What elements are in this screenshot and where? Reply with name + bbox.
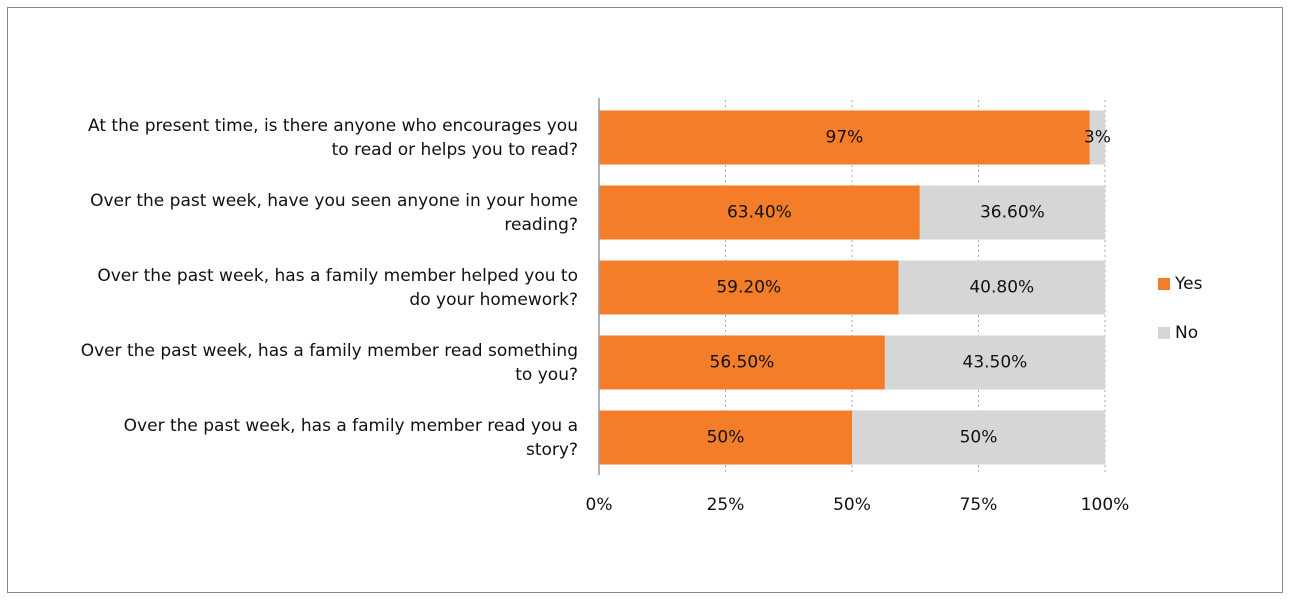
category-label: Over the past week, has a family member …: [123, 415, 578, 460]
x-tick-label: 50%: [833, 495, 871, 515]
value-label: 40.80%: [969, 278, 1034, 298]
value-label: 97%: [826, 128, 864, 148]
bar-segment: [599, 335, 885, 390]
x-tick-label: 25%: [707, 495, 745, 515]
bar-segment: [599, 185, 920, 240]
category-label: At the present time, is there anyone who…: [88, 115, 578, 160]
legend-swatch: [1158, 327, 1170, 339]
value-label: 56.50%: [710, 353, 775, 373]
value-label: 36.60%: [980, 203, 1045, 223]
value-label: 43.50%: [963, 353, 1028, 373]
bar-segment: [884, 335, 1105, 390]
category-label: Over the past week, have you seen anyone…: [90, 190, 578, 235]
legend-label: No: [1175, 323, 1198, 343]
value-label: 59.20%: [716, 278, 781, 298]
x-tick-label: 0%: [586, 495, 613, 515]
chart-border: [7, 7, 1283, 593]
bar-segment: [599, 260, 899, 315]
value-label: 3%: [1084, 128, 1111, 148]
legend-label: Yes: [1174, 274, 1203, 294]
legend-swatch: [1158, 278, 1170, 290]
category-label: Over the past week, has a family member …: [80, 340, 578, 385]
bar-segment: [852, 410, 1105, 465]
bar-segment: [599, 410, 852, 465]
bar-segment: [599, 110, 1090, 165]
bar-segment: [1089, 110, 1105, 165]
value-label: 50%: [707, 428, 745, 448]
bar-segment: [898, 260, 1105, 315]
bar-segment: [919, 185, 1105, 240]
value-label: 63.40%: [727, 203, 792, 223]
value-label: 50%: [960, 428, 998, 448]
x-tick-label: 100%: [1081, 495, 1130, 515]
x-tick-label: 75%: [960, 495, 998, 515]
category-label: Over the past week, has a family member …: [97, 265, 578, 310]
